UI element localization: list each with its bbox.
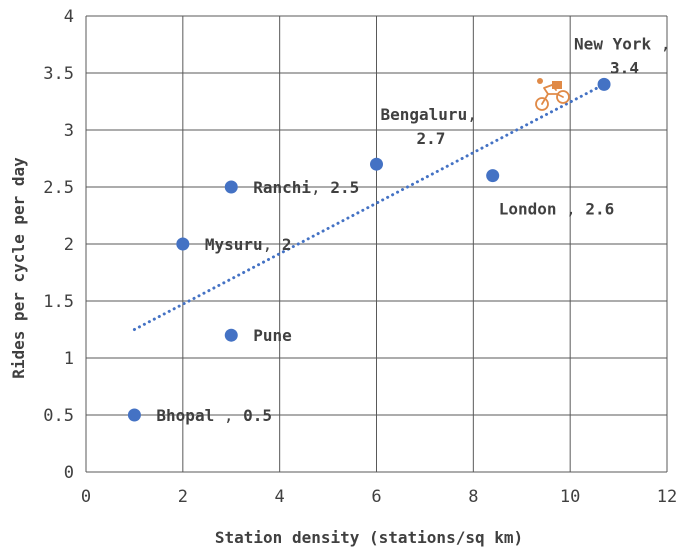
point-label-pune: Pune [253,326,292,345]
tick-labels: 0 2 4 6 8 10 12 0 0.5 1 1.5 2 2.5 3 3.5 4 [43,7,677,507]
x-tick-label: 2 [178,487,188,507]
y-tick-label: 3 [64,121,74,141]
point-label-mysuru: Mysuru, 2 [205,235,292,254]
data-point-pune [224,328,238,342]
data-point-ranchi [224,180,238,194]
y-tick-label: 1 [64,349,74,369]
y-tick-label: 0.5 [43,406,74,426]
data-point-bhopal [127,408,141,422]
grid [85,15,668,473]
y-tick-label: 0 [64,463,74,483]
y-tick-label: 4 [64,7,74,27]
y-tick-label: 2.5 [43,178,74,198]
data-point-london [486,169,500,183]
data-point-mysuru [176,237,190,251]
point-label-ranchi: Ranchi, 2.5 [253,178,359,197]
x-tick-label: 6 [371,487,381,507]
point-label-bengaluru: Bengaluru, 2.7 [381,105,477,148]
y-tick-label: 3.5 [43,64,74,84]
y-tick-label: 2 [64,235,74,255]
x-tick-label: 8 [468,487,478,507]
point-label-new-york: New York , 3.4 [574,34,670,77]
x-tick-label: 0 [81,487,91,507]
data-point-bengaluru [370,157,383,171]
trendline [132,82,606,331]
x-axis-title: Station density (stations/sq km) [215,528,523,547]
x-tick-label: 10 [560,487,580,507]
data-point-new-york [597,77,611,91]
point-label-bhopal: Bhopal , 0.5 [156,406,272,425]
data-points [127,77,611,422]
x-tick-label: 12 [657,487,677,507]
y-axis-title: Rides per cycle per day [9,157,28,379]
point-labels: Bhopal , 0.5 Pune Mysuru, 2 Ranchi, 2.5 Beng… [156,34,670,425]
x-tick-label: 4 [275,487,285,507]
point-label-london: London , 2.6 [499,200,615,219]
y-tick-label: 1.5 [43,292,74,312]
cyclist-icon [535,78,570,111]
